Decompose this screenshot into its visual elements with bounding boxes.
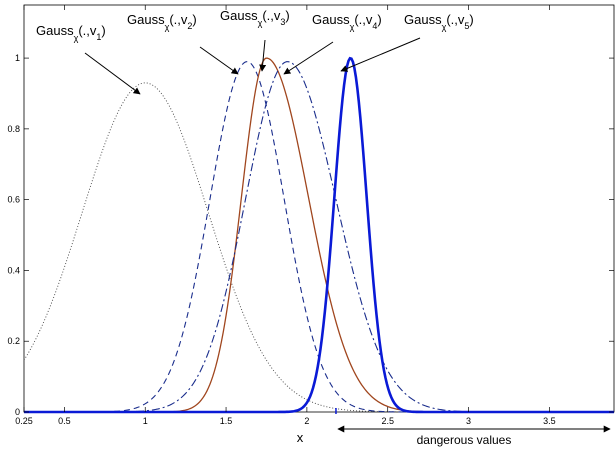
annotation-arrow-v3 [259,39,267,72]
annotation-arrow-v5 [340,37,421,72]
y-tick-label: 0.4 [7,265,20,275]
curves-group [23,56,614,414]
series-annotations: Gaussχ(.,v1) Gaussχ(.,v2) Gaussχ(.,v3) Gaus… [36,8,474,95]
ticks-group: 0.25 0.5 1 1.5 2 2.5 3 3.5 0 0.2 0.4 0.6 0.8 1 [7,5,614,426]
series-label-v1: Gaussχ(.,v1) [36,23,106,43]
annotation-arrow-v4 [283,41,334,75]
plot-border [23,4,615,413]
y-tick-label: 0 [15,407,20,417]
series-label-v2: Gaussχ(.,v2) [127,12,197,32]
x-tick-label: 3 [466,416,471,426]
y-tick-label: 0.8 [7,124,20,134]
annotation-arrow-v2 [199,46,239,75]
series-curve-v5 [24,56,614,414]
annotation-arrow-v1 [84,52,141,95]
x-tick-label: 0.5 [58,416,71,426]
x-tick-label: 2.5 [381,416,394,426]
x-tick-label: 0.25 [15,416,33,426]
x-axis-label: x [297,430,304,445]
series-label-v4: Gaussχ(.,v4) [312,12,382,32]
plot-area [23,4,615,413]
y-tick-label: 0.2 [7,336,20,346]
x-tick-label: 1 [143,416,148,426]
x-tick-label: 3.5 [543,416,556,426]
y-tick-label: 0.6 [7,195,20,205]
range-label: dangerous values [417,433,512,447]
x-tick-label: 2 [304,416,309,426]
dangerous-values-range: dangerous values [335,408,611,447]
x-tick-label: 1.5 [220,416,233,426]
series-label-v3: Gaussχ(.,v3) [220,8,290,28]
y-tick-label: 1 [15,53,20,63]
series-label-v5: Gaussχ(.,v5) [404,12,474,32]
